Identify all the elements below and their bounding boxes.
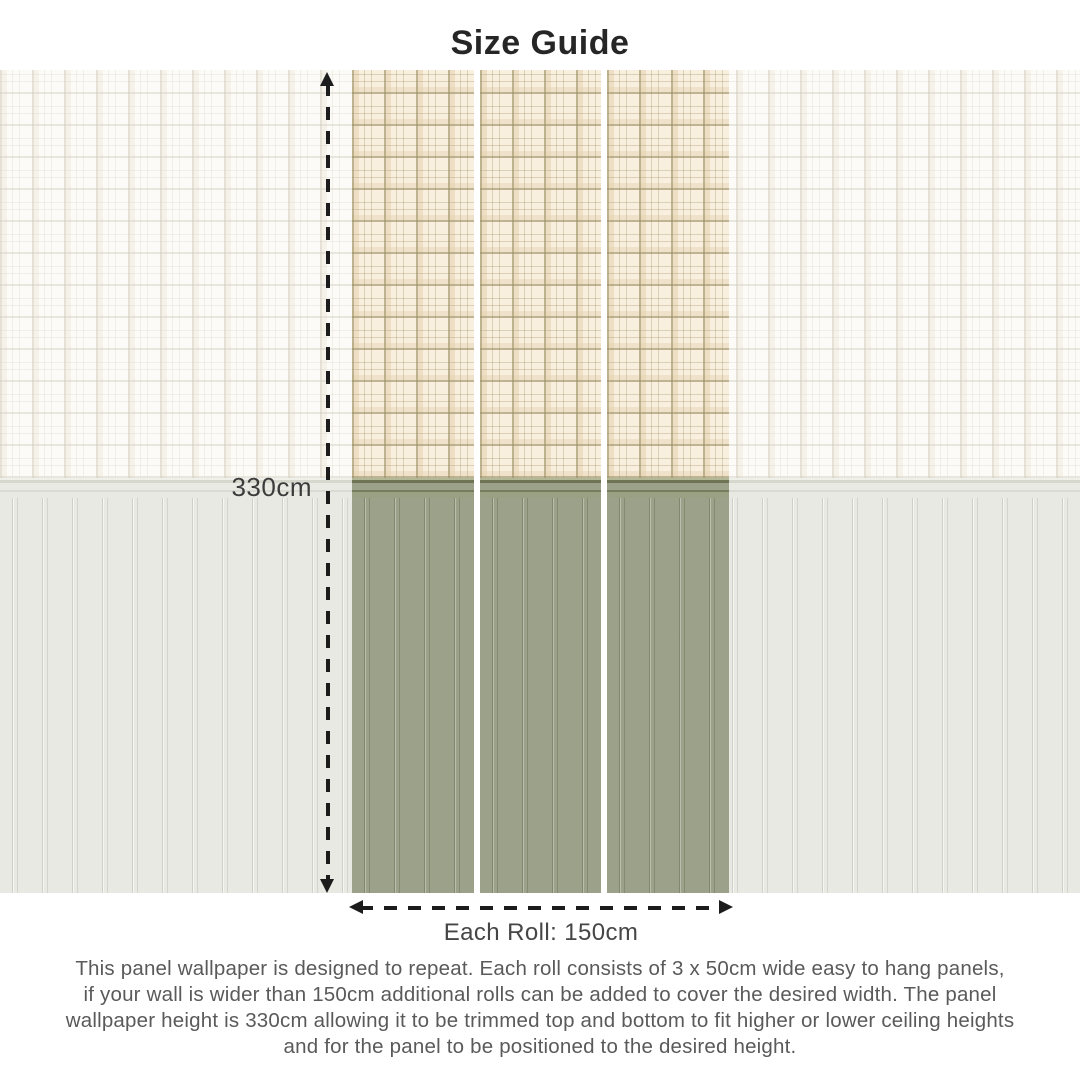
dashed-shaft	[325, 83, 330, 882]
wallpaper-panel-2	[479, 70, 602, 893]
description-line: if your wall is wider than 150cm additio…	[83, 983, 997, 1006]
panel-wainscot-section	[352, 498, 474, 893]
wall-preview	[0, 70, 1080, 893]
height-arrow-icon	[320, 72, 335, 893]
panel-plaid-section	[479, 70, 602, 478]
arrowhead-down-icon	[320, 879, 334, 893]
arrowhead-left-icon	[349, 900, 363, 914]
arrowhead-up-icon	[320, 72, 334, 86]
dashed-shaft	[360, 905, 722, 910]
description-line: wallpaper height is 330cm allowing it to…	[65, 1009, 1015, 1032]
panel-chair-rail	[607, 478, 730, 498]
panel-chair-rail	[352, 478, 474, 498]
panel-wainscot-section	[479, 498, 602, 893]
arrowhead-right-icon	[719, 900, 733, 914]
page-title: Size Guide	[450, 24, 630, 62]
wallpaper-panel-1	[352, 70, 474, 893]
description-paragraph: This panel wallpaper is designed to repe…	[10, 956, 1070, 1060]
wallpaper-panel-3	[607, 70, 730, 893]
width-measurement-label: Each Roll: 150cm	[443, 919, 639, 946]
wallpaper-roll-panels	[352, 70, 730, 893]
description-line: This panel wallpaper is designed to repe…	[75, 957, 1005, 980]
height-measurement-label: 330cm	[231, 472, 312, 502]
description-line: and for the panel to be positioned to th…	[283, 1035, 797, 1058]
panel-plaid-section	[607, 70, 730, 478]
panel-wainscot-section	[607, 498, 730, 893]
panel-chair-rail	[479, 478, 602, 498]
width-arrow-icon	[349, 900, 733, 915]
panel-plaid-section	[352, 70, 474, 478]
